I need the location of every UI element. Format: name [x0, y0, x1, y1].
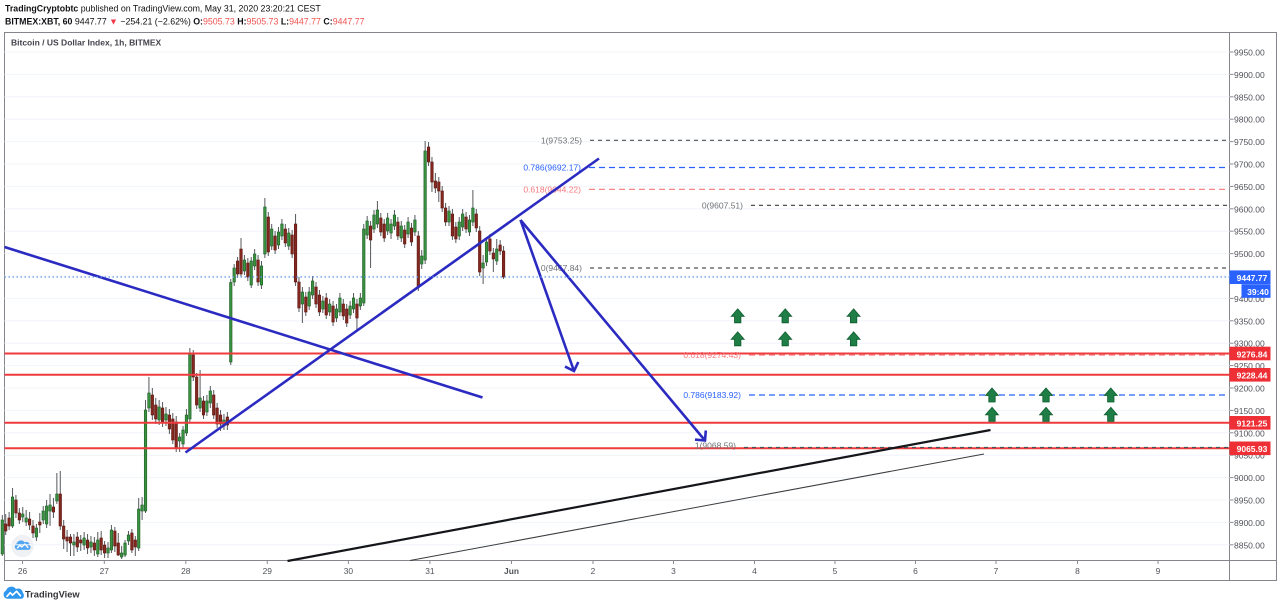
svg-text:39:40: 39:40 — [1247, 287, 1269, 297]
svg-text:9200.00: 9200.00 — [1234, 384, 1265, 394]
svg-text:9250.00: 9250.00 — [1234, 361, 1265, 371]
svg-text:31: 31 — [425, 566, 435, 576]
svg-text:9050.00: 9050.00 — [1234, 451, 1265, 461]
svg-text:3: 3 — [671, 566, 676, 576]
svg-text:9100.00: 9100.00 — [1234, 428, 1265, 438]
svg-text:TradingCryptobtc published on: TradingCryptobtc published on TradingVie… — [5, 4, 321, 14]
svg-text:0.618(9644.22): 0.618(9644.22) — [523, 185, 581, 195]
svg-text:8950.00: 8950.00 — [1234, 496, 1265, 506]
svg-text:30: 30 — [344, 566, 354, 576]
svg-text:9350.00: 9350.00 — [1234, 316, 1265, 326]
svg-text:9950.00: 9950.00 — [1234, 48, 1265, 58]
svg-text:9: 9 — [1156, 566, 1161, 576]
svg-text:9650.00: 9650.00 — [1234, 182, 1265, 192]
svg-text:27: 27 — [100, 566, 110, 576]
svg-text:9850.00: 9850.00 — [1234, 92, 1265, 102]
svg-text:9550.00: 9550.00 — [1234, 227, 1265, 237]
svg-text:Jun: Jun — [504, 566, 519, 576]
svg-text:9228.44: 9228.44 — [1237, 371, 1268, 381]
svg-text:7: 7 — [994, 566, 999, 576]
svg-text:9300.00: 9300.00 — [1234, 339, 1265, 349]
svg-text:9150.00: 9150.00 — [1234, 406, 1265, 416]
svg-text:9500.00: 9500.00 — [1234, 249, 1265, 259]
svg-text:BITMEX:XBT, 60 9447.77 ▼ −254: BITMEX:XBT, 60 9447.77 ▼ −254.21 (−2.62%… — [5, 17, 365, 27]
svg-text:9800.00: 9800.00 — [1234, 115, 1265, 125]
svg-text:0.786(9692.17): 0.786(9692.17) — [523, 163, 581, 173]
svg-text:9400.00: 9400.00 — [1234, 294, 1265, 304]
svg-text:9000.00: 9000.00 — [1234, 473, 1265, 483]
svg-text:Bitcoin / US Dollar Index, 1h,: Bitcoin / US Dollar Index, 1h, BITMEX — [11, 38, 162, 48]
svg-text:9276.84: 9276.84 — [1237, 349, 1268, 359]
svg-text:9447.77: 9447.77 — [1237, 273, 1268, 283]
svg-text:8: 8 — [1075, 566, 1080, 576]
svg-text:6: 6 — [913, 566, 918, 576]
svg-text:0.618(9274.43): 0.618(9274.43) — [683, 350, 741, 360]
svg-text:9121.25: 9121.25 — [1237, 419, 1268, 429]
svg-text:0(9607.51): 0(9607.51) — [702, 201, 743, 211]
svg-text:9600.00: 9600.00 — [1234, 204, 1265, 214]
svg-text:8900.00: 8900.00 — [1234, 518, 1265, 528]
svg-text:9750.00: 9750.00 — [1234, 137, 1265, 147]
svg-text:8850.00: 8850.00 — [1234, 540, 1265, 550]
svg-text:1(9068.59): 1(9068.59) — [695, 441, 736, 451]
svg-text:28: 28 — [181, 566, 191, 576]
svg-text:9900.00: 9900.00 — [1234, 70, 1265, 80]
svg-text:TradingView: TradingView — [25, 590, 80, 600]
svg-text:1(9753.25): 1(9753.25) — [541, 136, 582, 146]
svg-text:26: 26 — [18, 566, 28, 576]
svg-text:0.786(9183.92): 0.786(9183.92) — [683, 390, 741, 400]
svg-text:2: 2 — [591, 566, 596, 576]
svg-text:9065.93: 9065.93 — [1237, 444, 1268, 454]
svg-text:5: 5 — [833, 566, 838, 576]
svg-text:9700.00: 9700.00 — [1234, 160, 1265, 170]
svg-text:29: 29 — [263, 566, 273, 576]
svg-text:4: 4 — [752, 566, 757, 576]
